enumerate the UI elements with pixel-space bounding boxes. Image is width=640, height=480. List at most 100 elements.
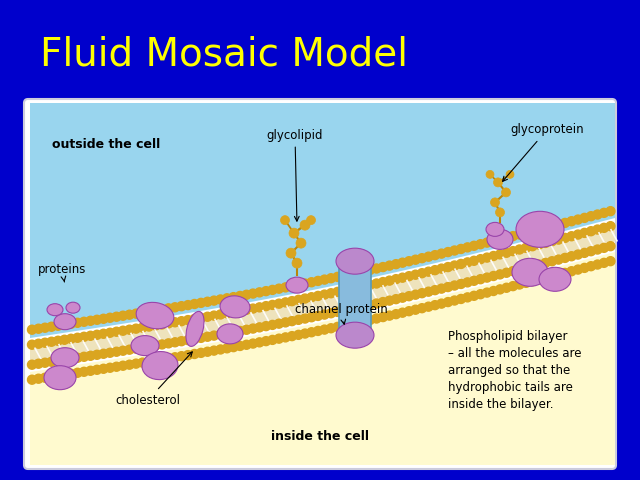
Circle shape (151, 356, 160, 365)
Circle shape (292, 258, 302, 268)
Circle shape (106, 348, 115, 357)
Circle shape (353, 283, 362, 292)
Circle shape (547, 222, 557, 231)
Circle shape (333, 307, 342, 316)
Circle shape (463, 293, 472, 302)
Circle shape (236, 291, 244, 300)
Circle shape (385, 261, 394, 270)
Circle shape (190, 335, 199, 344)
Circle shape (372, 299, 381, 308)
Circle shape (515, 265, 524, 274)
Ellipse shape (516, 211, 564, 247)
Text: glycoprotein: glycoprotein (502, 123, 584, 181)
Circle shape (320, 290, 329, 299)
Ellipse shape (66, 302, 80, 313)
Circle shape (106, 363, 115, 372)
Circle shape (372, 264, 381, 273)
Circle shape (314, 312, 323, 321)
Circle shape (417, 304, 426, 312)
Circle shape (184, 336, 193, 345)
Circle shape (236, 326, 244, 336)
Circle shape (223, 344, 232, 353)
Circle shape (79, 352, 88, 361)
FancyBboxPatch shape (339, 262, 371, 334)
Circle shape (268, 300, 277, 310)
Circle shape (320, 325, 329, 334)
Circle shape (307, 313, 316, 322)
Circle shape (547, 237, 557, 246)
Text: glycolipid: glycolipid (267, 129, 323, 221)
Circle shape (216, 295, 225, 304)
Circle shape (554, 235, 563, 244)
Circle shape (138, 323, 147, 332)
Circle shape (378, 312, 387, 322)
Ellipse shape (336, 322, 374, 348)
Circle shape (118, 326, 127, 335)
Circle shape (431, 286, 440, 295)
Text: channel protein: channel protein (295, 303, 388, 324)
Circle shape (353, 303, 362, 312)
Circle shape (333, 288, 342, 296)
Circle shape (573, 230, 582, 239)
Circle shape (515, 245, 524, 254)
Text: outside the cell: outside the cell (52, 138, 160, 151)
Circle shape (600, 208, 609, 217)
Circle shape (567, 232, 576, 241)
Circle shape (561, 233, 570, 242)
Circle shape (164, 354, 173, 363)
Circle shape (177, 302, 186, 311)
Circle shape (417, 254, 426, 263)
Circle shape (404, 292, 413, 300)
Circle shape (522, 264, 531, 272)
Ellipse shape (486, 222, 504, 236)
Circle shape (586, 247, 595, 256)
Circle shape (346, 320, 355, 329)
Circle shape (145, 342, 154, 351)
Circle shape (157, 305, 166, 314)
Circle shape (216, 330, 225, 339)
Circle shape (99, 349, 108, 358)
Circle shape (359, 282, 368, 291)
Circle shape (125, 325, 134, 334)
Polygon shape (30, 103, 615, 338)
Circle shape (541, 239, 550, 247)
Circle shape (314, 276, 323, 286)
Circle shape (489, 252, 498, 261)
Circle shape (463, 258, 472, 267)
Ellipse shape (44, 366, 76, 390)
Ellipse shape (487, 229, 513, 250)
Circle shape (326, 274, 335, 283)
Circle shape (170, 303, 179, 312)
Circle shape (509, 247, 518, 256)
Circle shape (476, 255, 485, 264)
Circle shape (444, 248, 452, 257)
Text: cholesterol: cholesterol (115, 352, 192, 407)
Circle shape (184, 350, 193, 360)
Circle shape (223, 294, 232, 303)
Circle shape (398, 258, 407, 267)
Circle shape (437, 249, 446, 258)
Circle shape (359, 267, 368, 276)
Circle shape (296, 238, 306, 248)
Circle shape (112, 312, 121, 321)
Circle shape (54, 336, 63, 345)
Circle shape (184, 315, 193, 324)
Circle shape (586, 212, 595, 221)
Circle shape (489, 237, 498, 245)
Circle shape (528, 276, 537, 286)
Circle shape (411, 290, 420, 299)
Ellipse shape (131, 336, 159, 356)
Circle shape (444, 283, 452, 291)
Circle shape (411, 305, 420, 314)
Circle shape (73, 353, 82, 362)
Circle shape (34, 339, 43, 348)
Circle shape (554, 220, 563, 229)
Circle shape (600, 258, 609, 267)
Circle shape (398, 273, 407, 282)
Circle shape (190, 349, 199, 359)
Circle shape (509, 282, 518, 290)
Circle shape (67, 354, 76, 363)
Circle shape (495, 208, 504, 217)
Circle shape (372, 314, 381, 323)
Ellipse shape (142, 351, 178, 380)
